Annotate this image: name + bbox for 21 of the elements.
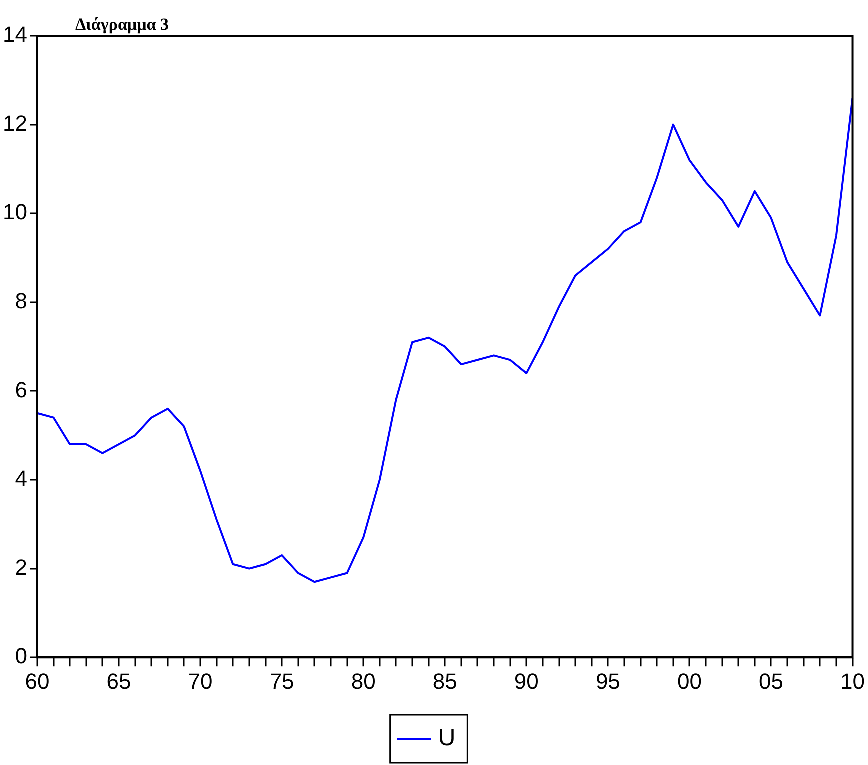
legend-label: U (438, 724, 456, 752)
x-tick-label: 05 (758, 668, 784, 694)
x-tick-label: 95 (596, 668, 620, 694)
y-tick-label: 14 (2, 22, 28, 48)
chart-title: Διάγραμμα 3 (75, 14, 169, 34)
y-tick-label: 2 (15, 554, 28, 580)
y-tick-label: 0 (15, 644, 28, 669)
x-tick-label: 85 (432, 668, 458, 694)
y-tick-label: 8 (15, 288, 28, 314)
x-tick-label: 70 (188, 668, 213, 694)
y-tick-label: 4 (15, 466, 28, 492)
y-tick-label: 10 (2, 200, 28, 225)
x-tick-label: 65 (106, 668, 132, 694)
y-tick-label: 12 (2, 110, 28, 136)
x-tick-label: 00 (677, 668, 702, 694)
x-tick-label: 75 (270, 668, 294, 694)
x-tick-label: 80 (351, 668, 376, 694)
x-tick-label: 60 (25, 668, 50, 694)
x-tick-label: 10 (840, 668, 866, 694)
y-tick-label: 6 (15, 377, 28, 402)
x-tick-label: 90 (514, 668, 539, 694)
